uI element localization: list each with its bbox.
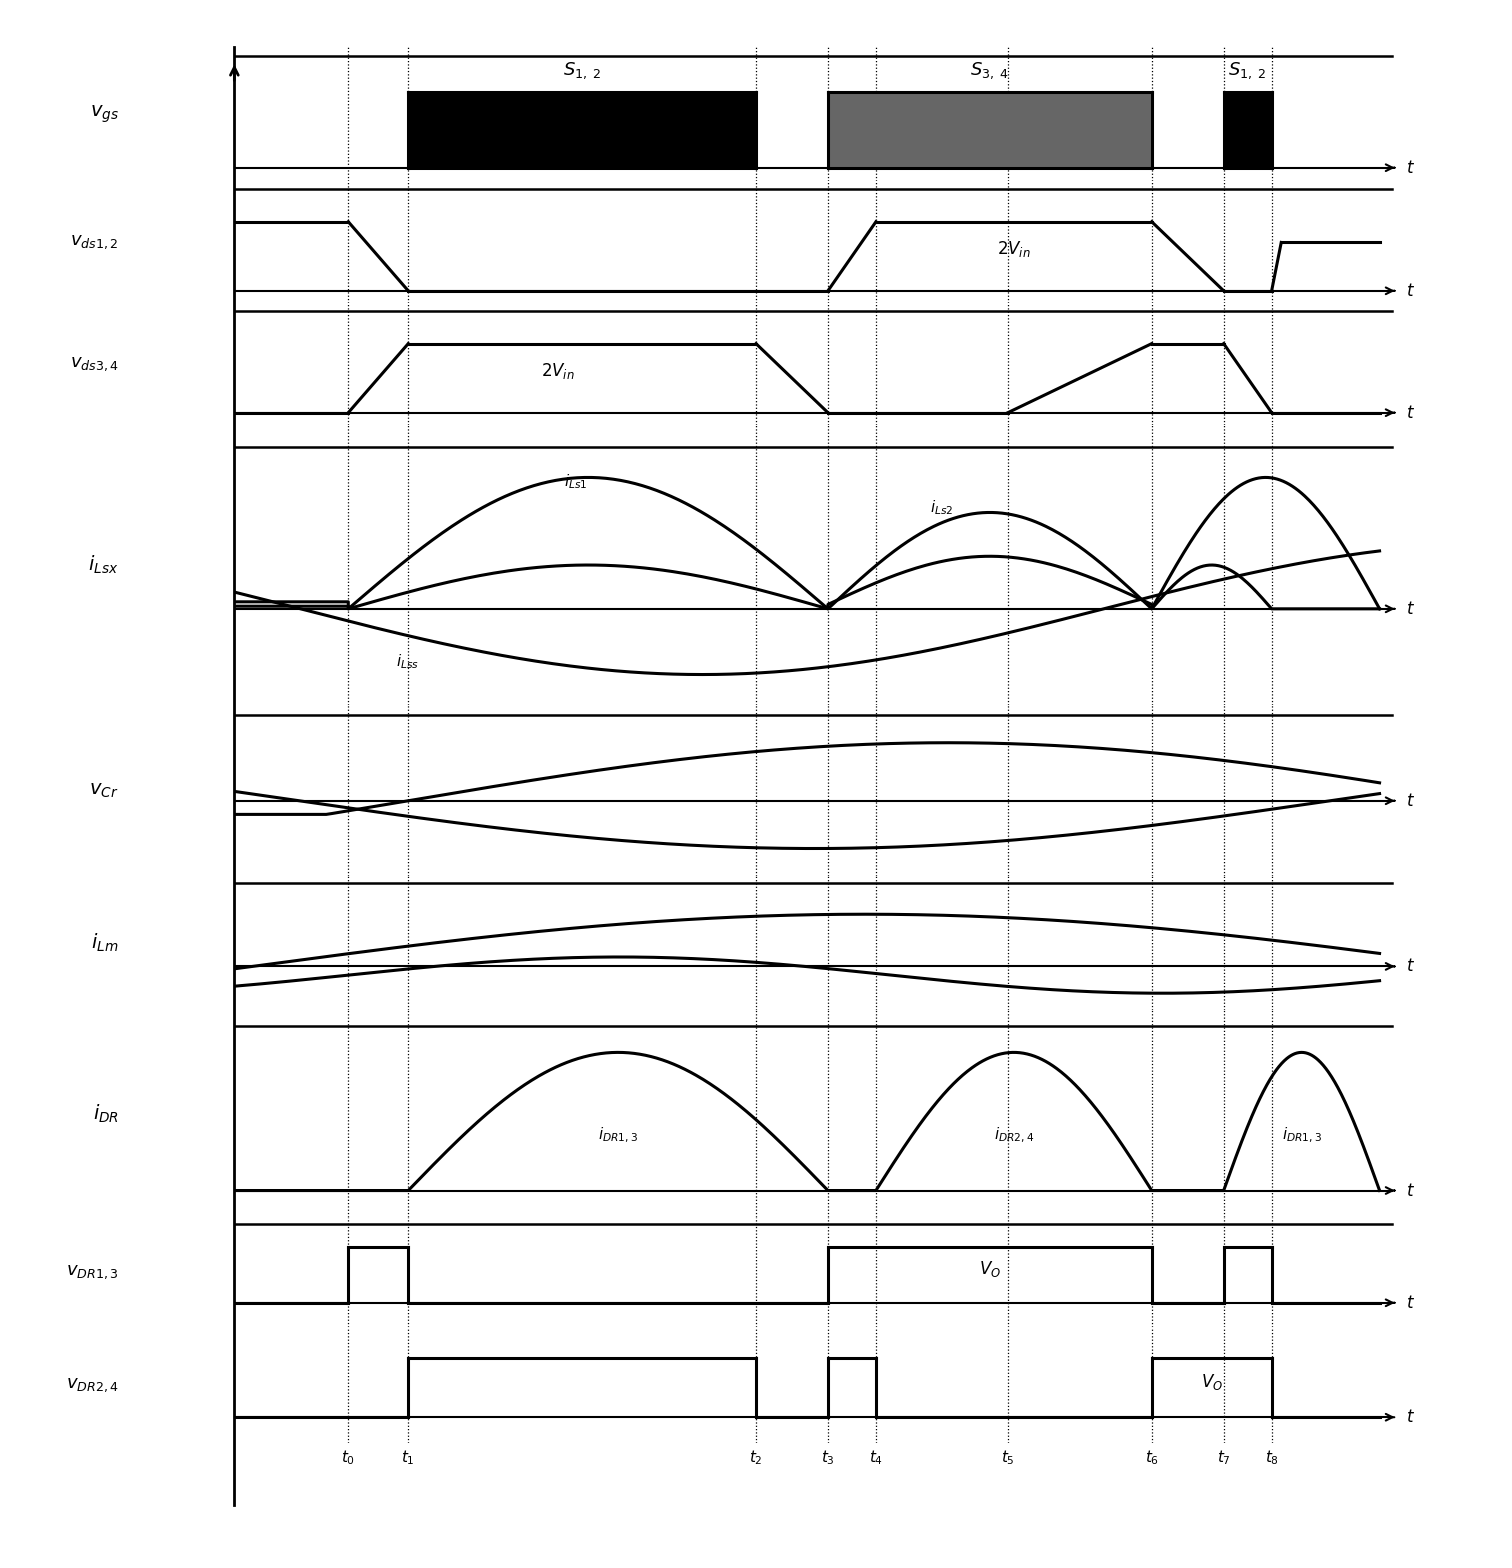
Text: $t$: $t$ (1406, 958, 1415, 975)
Text: $i_{DR2,4}$: $i_{DR2,4}$ (993, 1126, 1034, 1145)
Text: $t_1$: $t_1$ (401, 1449, 416, 1468)
Text: $t$: $t$ (1406, 1294, 1415, 1312)
Text: $v_{ds1,2}$: $v_{ds1,2}$ (70, 234, 119, 251)
Text: $i_{Ls1}$: $i_{Ls1}$ (564, 472, 588, 491)
Text: $v_{DR1,3}$: $v_{DR1,3}$ (67, 1262, 119, 1281)
Text: $2V_{in}$: $2V_{in}$ (996, 240, 1031, 259)
Text: $2V_{in}$: $2V_{in}$ (541, 361, 575, 381)
Text: $t_0$: $t_0$ (342, 1449, 355, 1468)
Text: $t_5$: $t_5$ (1001, 1449, 1015, 1468)
Text: $t_6$: $t_6$ (1145, 1449, 1158, 1468)
Text: $v_{ds3,4}$: $v_{ds3,4}$ (70, 354, 119, 373)
Text: $t$: $t$ (1406, 792, 1415, 809)
Text: $S_{1,\ 2}$: $S_{1,\ 2}$ (1228, 61, 1267, 82)
Text: $S_{1,\ 2}$: $S_{1,\ 2}$ (562, 61, 602, 82)
Text: $V_O$: $V_O$ (1201, 1372, 1223, 1392)
Text: $t$: $t$ (1406, 1182, 1415, 1200)
Text: $t$: $t$ (1406, 158, 1415, 177)
Text: $t$: $t$ (1406, 1408, 1415, 1427)
Text: $t_2$: $t_2$ (748, 1449, 764, 1468)
Text: $t$: $t$ (1406, 601, 1415, 618)
Text: $t$: $t$ (1406, 282, 1415, 299)
Text: $i_{Lsx}$: $i_{Lsx}$ (88, 554, 119, 575)
Text: $t_3$: $t_3$ (821, 1449, 835, 1468)
Text: $i_{DR}$: $i_{DR}$ (92, 1102, 119, 1124)
Text: $t_8$: $t_8$ (1264, 1449, 1279, 1468)
Text: $i_{DR1,3}$: $i_{DR1,3}$ (1282, 1126, 1321, 1145)
Text: $S_{3,\ 4}$: $S_{3,\ 4}$ (971, 61, 1010, 82)
Text: $i_{Lss}$: $i_{Lss}$ (396, 652, 419, 671)
Text: $v_{DR2,4}$: $v_{DR2,4}$ (67, 1375, 119, 1394)
Text: $i_{Lm}$: $i_{Lm}$ (91, 931, 119, 953)
Text: $i_{Ls2}$: $i_{Ls2}$ (930, 499, 954, 517)
Text: $t$: $t$ (1406, 403, 1415, 422)
Text: $v_{Cr}$: $v_{Cr}$ (89, 781, 119, 800)
Text: $t_7$: $t_7$ (1217, 1449, 1231, 1468)
Text: $v_{gs}$: $v_{gs}$ (89, 103, 119, 125)
Text: $t_4$: $t_4$ (869, 1449, 883, 1468)
Text: $V_O$: $V_O$ (978, 1259, 1001, 1279)
Text: $i_{DR1,3}$: $i_{DR1,3}$ (599, 1126, 638, 1145)
